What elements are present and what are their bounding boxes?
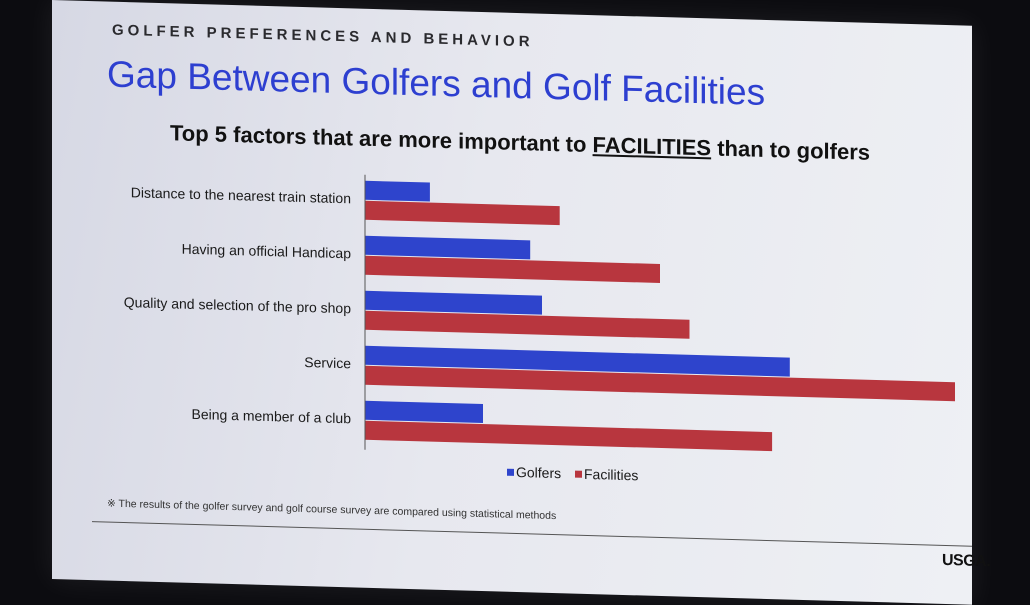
- bar-golfers: [365, 180, 430, 202]
- footer-divider: [92, 521, 972, 547]
- bar-facilities: [365, 420, 773, 452]
- legend-label-facilities: Facilities: [584, 466, 638, 484]
- bar-facilities: [365, 310, 690, 339]
- category-label: Having an official Handicap: [182, 241, 352, 262]
- bar-facilities: [365, 255, 660, 283]
- category-label: Being a member of a club: [191, 406, 351, 426]
- category-label: Distance to the nearest train station: [131, 184, 351, 206]
- bar-chart: Distance to the nearest train station Hav…: [124, 174, 955, 484]
- legend-swatch-facilities: [575, 470, 582, 478]
- legend-label-golfers: Golfers: [516, 464, 561, 481]
- category-label: Quality and selection of the pro shop: [124, 294, 351, 316]
- bar-golfers: [365, 345, 790, 377]
- bar-facilities: [365, 200, 560, 226]
- legend-swatch-golfers: [507, 468, 514, 476]
- category-label: Service: [304, 354, 351, 371]
- bar-golfers: [365, 290, 542, 315]
- slide: GOLFER PREFERENCES AND BEHAVIOR Gap Betw…: [52, 0, 990, 605]
- bar-facilities: [365, 365, 955, 402]
- bar-golfers: [365, 400, 483, 424]
- bar-golfers: [365, 235, 531, 260]
- usga-logo: USGA.: [942, 551, 991, 571]
